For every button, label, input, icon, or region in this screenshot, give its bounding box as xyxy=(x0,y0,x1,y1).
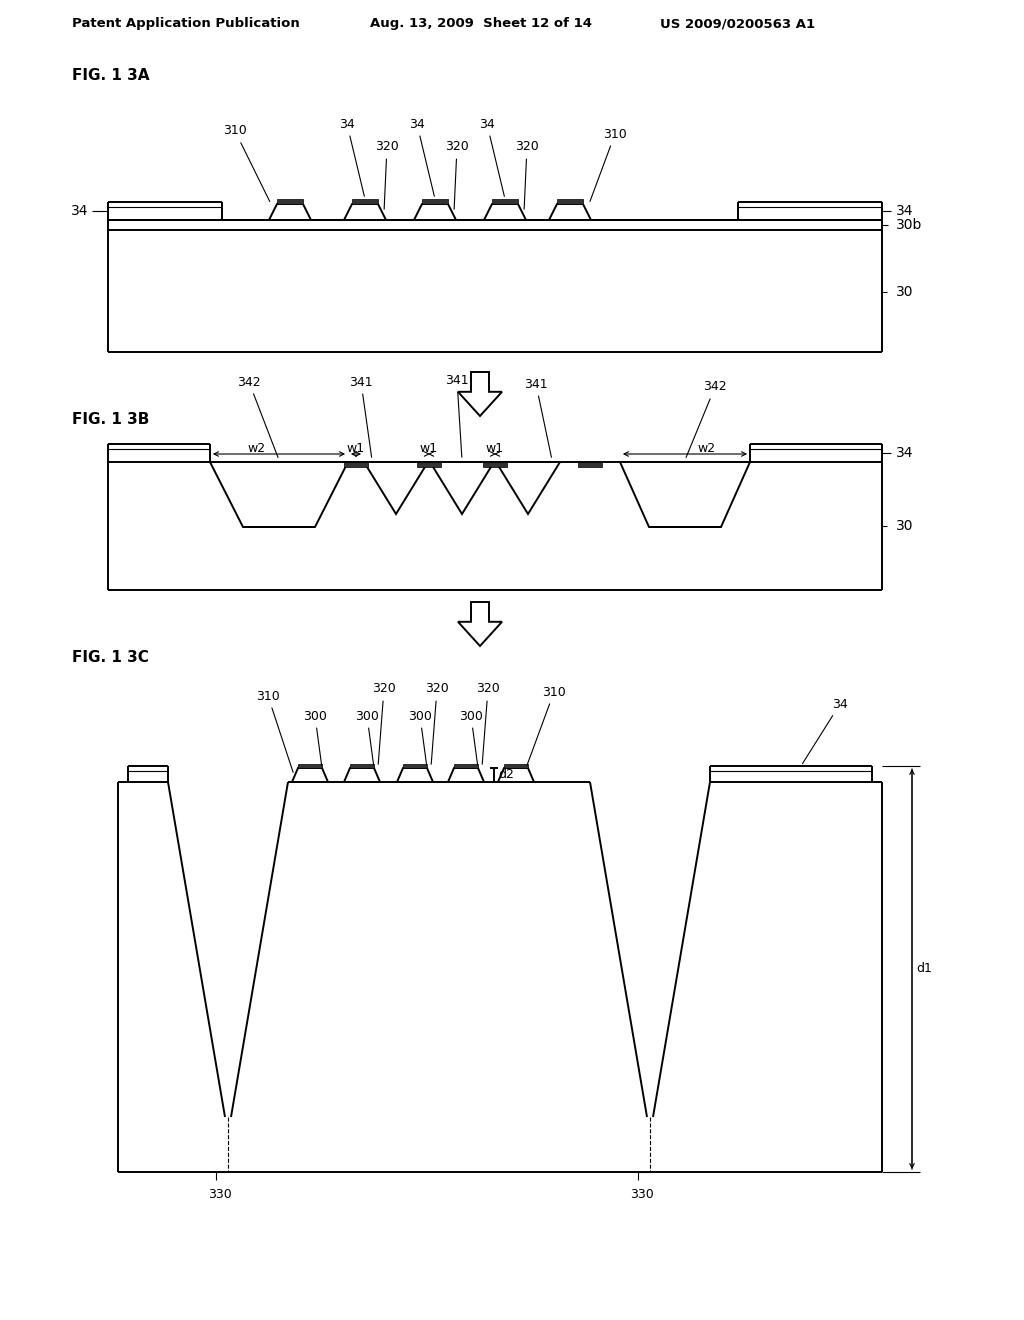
Text: 34: 34 xyxy=(72,205,89,218)
Polygon shape xyxy=(449,768,484,781)
Polygon shape xyxy=(269,205,311,220)
Polygon shape xyxy=(458,602,502,645)
Text: 34: 34 xyxy=(896,446,913,459)
Text: 341: 341 xyxy=(349,375,373,457)
Text: 30: 30 xyxy=(896,519,913,533)
Text: d2: d2 xyxy=(498,768,514,781)
Text: FIG. 1 3A: FIG. 1 3A xyxy=(72,67,150,82)
Polygon shape xyxy=(496,462,560,513)
Text: 300: 300 xyxy=(303,710,327,766)
Text: Aug. 13, 2009  Sheet 12 of 14: Aug. 13, 2009 Sheet 12 of 14 xyxy=(370,17,592,30)
Text: 34: 34 xyxy=(410,117,434,197)
Polygon shape xyxy=(620,462,750,527)
Text: 320: 320 xyxy=(372,682,396,764)
Text: 320: 320 xyxy=(515,140,539,210)
Polygon shape xyxy=(352,199,378,205)
Polygon shape xyxy=(292,768,328,781)
Text: 341: 341 xyxy=(445,374,469,457)
Text: w1: w1 xyxy=(347,441,366,454)
Polygon shape xyxy=(430,462,494,513)
Text: 342: 342 xyxy=(238,375,278,458)
Text: 300: 300 xyxy=(459,710,483,766)
Text: 342: 342 xyxy=(686,380,727,458)
Text: 310: 310 xyxy=(527,685,566,766)
Polygon shape xyxy=(350,764,374,768)
Text: 320: 320 xyxy=(476,682,500,764)
Polygon shape xyxy=(278,199,303,205)
Text: 300: 300 xyxy=(355,710,379,766)
Polygon shape xyxy=(484,205,526,220)
Text: 330: 330 xyxy=(208,1188,231,1200)
Polygon shape xyxy=(549,205,591,220)
Text: 320: 320 xyxy=(425,682,449,764)
Polygon shape xyxy=(498,768,534,781)
Text: w2: w2 xyxy=(248,441,266,454)
Text: 30: 30 xyxy=(896,285,913,300)
Polygon shape xyxy=(417,462,441,467)
Polygon shape xyxy=(483,462,507,467)
Polygon shape xyxy=(454,764,478,768)
Polygon shape xyxy=(344,205,386,220)
Polygon shape xyxy=(344,462,368,467)
Polygon shape xyxy=(458,372,502,416)
Polygon shape xyxy=(414,205,456,220)
Polygon shape xyxy=(492,199,518,205)
Polygon shape xyxy=(210,462,348,527)
Text: 310: 310 xyxy=(256,689,293,772)
Polygon shape xyxy=(403,764,427,768)
Text: 34: 34 xyxy=(339,117,365,197)
Text: w2: w2 xyxy=(698,441,716,454)
Polygon shape xyxy=(364,462,428,513)
Text: 34: 34 xyxy=(803,697,848,764)
Polygon shape xyxy=(397,768,433,781)
Polygon shape xyxy=(557,199,583,205)
Text: 34: 34 xyxy=(479,117,505,197)
Text: 34: 34 xyxy=(896,205,913,218)
Text: Patent Application Publication: Patent Application Publication xyxy=(72,17,300,30)
Polygon shape xyxy=(504,764,528,768)
Text: w1: w1 xyxy=(420,441,438,454)
Text: d1: d1 xyxy=(916,962,932,975)
Text: w1: w1 xyxy=(486,441,504,454)
Text: 30b: 30b xyxy=(896,218,923,232)
Polygon shape xyxy=(298,764,322,768)
Polygon shape xyxy=(344,768,380,781)
Text: FIG. 1 3B: FIG. 1 3B xyxy=(72,412,150,428)
Text: US 2009/0200563 A1: US 2009/0200563 A1 xyxy=(660,17,815,30)
Text: 320: 320 xyxy=(445,140,469,210)
Polygon shape xyxy=(422,199,449,205)
Text: FIG. 1 3C: FIG. 1 3C xyxy=(72,651,148,665)
Text: 341: 341 xyxy=(524,378,552,457)
Text: 330: 330 xyxy=(630,1188,654,1200)
Text: 310: 310 xyxy=(590,128,627,202)
Text: 300: 300 xyxy=(408,710,432,766)
Text: 320: 320 xyxy=(375,140,399,210)
Polygon shape xyxy=(578,462,602,467)
Text: 310: 310 xyxy=(223,124,269,202)
